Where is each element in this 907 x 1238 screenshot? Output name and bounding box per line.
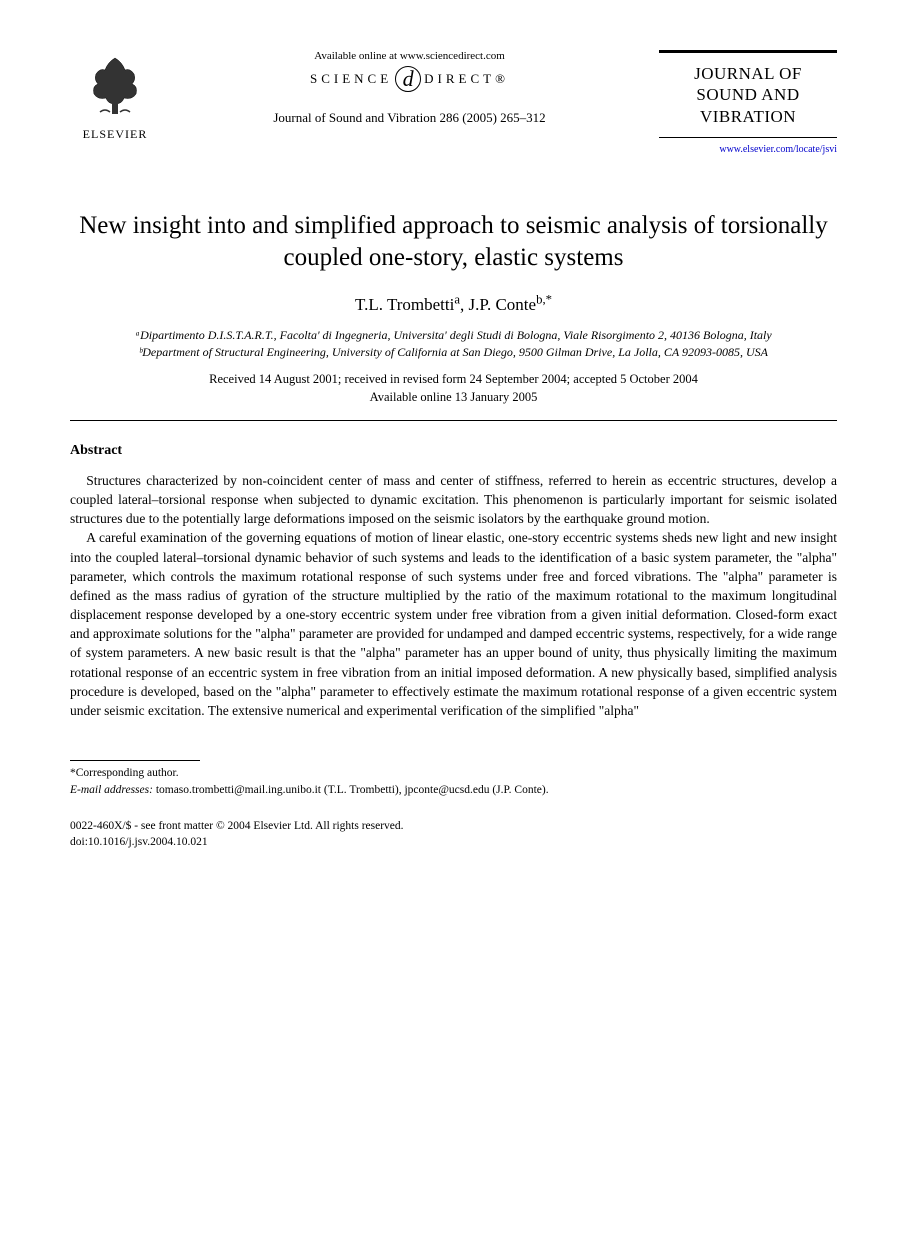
author-1: T.L. Trombettia: [355, 295, 460, 314]
journal-box-title: JOURNAL OF SOUND AND VIBRATION: [663, 63, 833, 127]
journal-url[interactable]: www.elsevier.com/locate/jsvi: [659, 144, 837, 155]
sciencedirect-pre: SCIENCE: [310, 71, 392, 87]
email-addresses: tomaso.trombetti@mail.ing.unibo.it (T.L.…: [153, 784, 549, 796]
doi: doi:10.1016/j.jsv.2004.10.021: [70, 834, 837, 850]
journal-box-wrapper: JOURNAL OF SOUND AND VIBRATION www.elsev…: [659, 50, 837, 155]
journal-title-box: JOURNAL OF SOUND AND VIBRATION: [659, 50, 837, 138]
affiliation-b: ᵇDepartment of Structural Engineering, U…: [70, 344, 837, 361]
footnote-rule: [70, 760, 200, 761]
author-2: J.P. Conteb,*: [469, 295, 552, 314]
authors-line: T.L. Trombettia, J.P. Conteb,*: [70, 293, 837, 316]
dates-line1: Received 14 August 2001; received in rev…: [70, 371, 837, 389]
sciencedirect-d-icon: d: [395, 66, 421, 92]
divider-rule: [70, 420, 837, 421]
abstract-body: Structures characterized by non-coincide…: [70, 471, 837, 720]
available-online-text: Available online at www.sciencedirect.co…: [180, 50, 639, 62]
article-title: New insight into and simplified approach…: [70, 210, 837, 275]
journal-citation: Journal of Sound and Vibration 286 (2005…: [180, 110, 639, 126]
dates-line2: Available online 13 January 2005: [70, 389, 837, 407]
abstract-p1: Structures characterized by non-coincide…: [70, 471, 837, 528]
issn-copyright: 0022-460X/$ - see front matter © 2004 El…: [70, 818, 837, 834]
publisher-logo: ELSEVIER: [70, 50, 160, 142]
publisher-name: ELSEVIER: [70, 127, 160, 142]
email-label: E-mail addresses:: [70, 784, 153, 796]
bottom-meta: 0022-460X/$ - see front matter © 2004 El…: [70, 818, 837, 850]
affiliation-a: ᵃDipartimento D.I.S.T.A.R.T., Facolta' d…: [70, 327, 837, 344]
sciencedirect-logo: SCIENCE d DIRECT®: [180, 66, 639, 92]
affiliations: ᵃDipartimento D.I.S.T.A.R.T., Facolta' d…: [70, 327, 837, 361]
center-header: Available online at www.sciencedirect.co…: [160, 50, 659, 126]
footnotes: *Corresponding author. E-mail addresses:…: [70, 765, 837, 800]
corresponding-author: *Corresponding author.: [70, 765, 837, 782]
article-dates: Received 14 August 2001; received in rev…: [70, 371, 837, 406]
abstract-heading: Abstract: [70, 443, 837, 459]
elsevier-tree-icon: [80, 50, 150, 120]
email-line: E-mail addresses: tomaso.trombetti@mail.…: [70, 782, 837, 799]
sciencedirect-post: DIRECT®: [424, 71, 509, 87]
article-page: ELSEVIER Available online at www.science…: [0, 0, 907, 890]
header-row: ELSEVIER Available online at www.science…: [70, 50, 837, 155]
abstract-p2: A careful examination of the governing e…: [70, 528, 837, 720]
